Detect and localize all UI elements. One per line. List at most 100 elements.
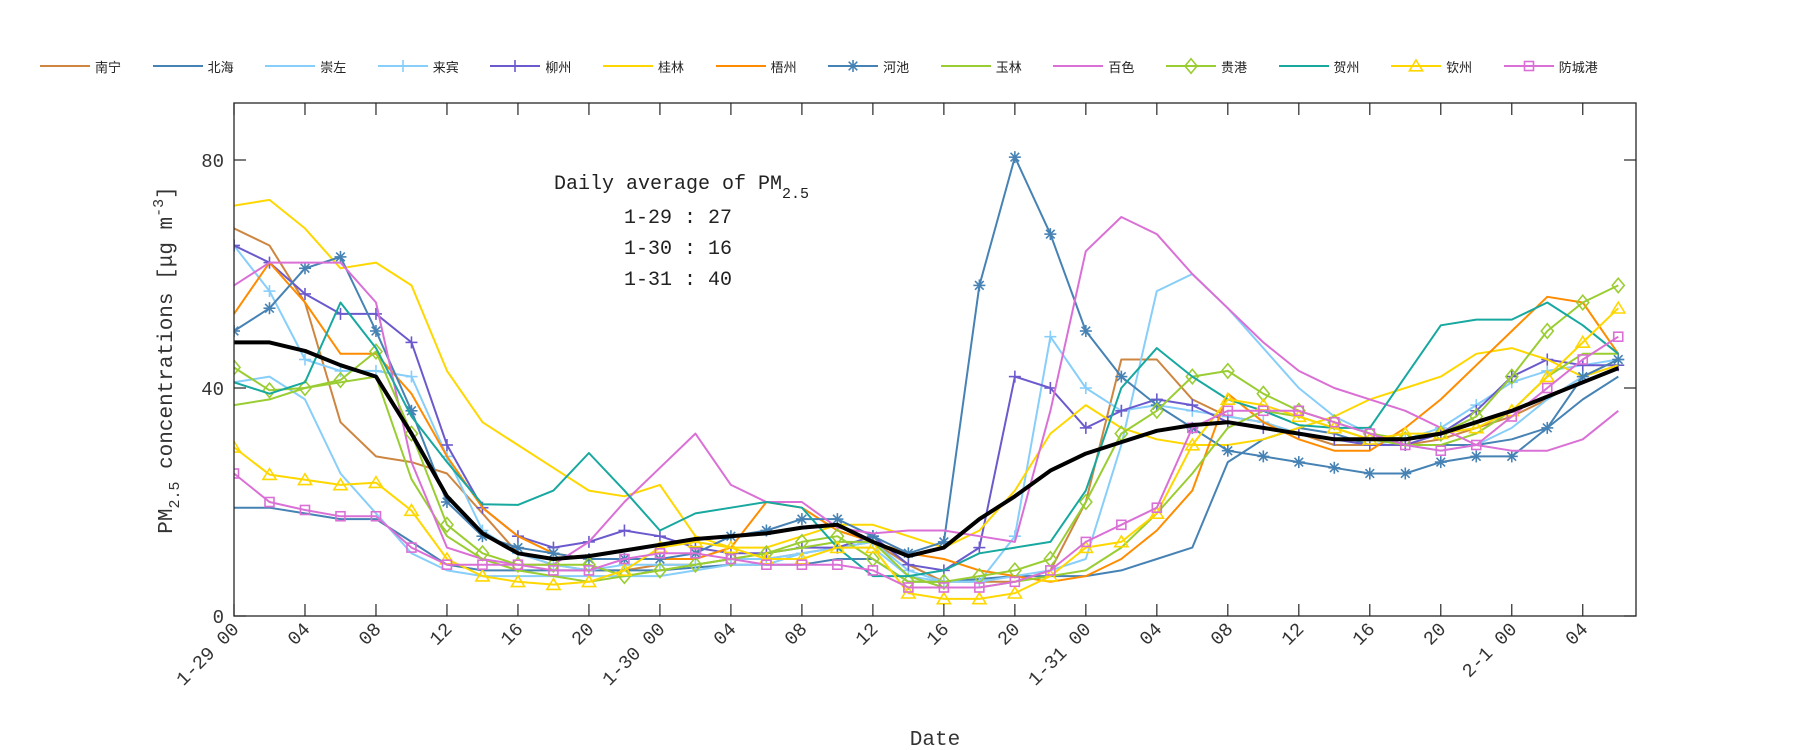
star-marker bbox=[1328, 461, 1341, 474]
square-marker bbox=[1045, 565, 1056, 576]
star-marker bbox=[847, 60, 860, 72]
x-tick-label: 1-29 00 bbox=[172, 619, 244, 691]
x-axis-label: Date bbox=[910, 729, 960, 750]
legend-item: 北海 bbox=[152, 56, 266, 76]
triangle-marker bbox=[864, 540, 881, 554]
square-marker bbox=[1116, 519, 1127, 531]
x-tick-label: 04 bbox=[1135, 619, 1167, 651]
diamond-marker bbox=[297, 379, 313, 397]
star-marker bbox=[1044, 228, 1057, 241]
star-marker bbox=[1505, 450, 1518, 463]
square-marker bbox=[441, 559, 453, 571]
square-marker bbox=[1435, 445, 1447, 457]
series-来宾 bbox=[234, 239, 1625, 588]
square-marker bbox=[619, 553, 630, 565]
star-marker bbox=[1079, 325, 1092, 337]
star-marker bbox=[1115, 370, 1128, 383]
x-tick-label: 20 bbox=[993, 619, 1025, 651]
x-tick-label: 08 bbox=[355, 619, 387, 651]
plus-marker bbox=[973, 541, 986, 554]
star-marker bbox=[1221, 444, 1234, 457]
star-marker bbox=[1292, 456, 1305, 469]
square-marker bbox=[725, 553, 737, 565]
triangle-marker bbox=[509, 574, 526, 588]
legend-item: 玉林 bbox=[940, 56, 1054, 76]
diamond-marker bbox=[1149, 402, 1164, 420]
star-marker bbox=[1470, 450, 1483, 463]
plus-marker bbox=[1576, 359, 1589, 372]
legend-label: 防城港 bbox=[1558, 60, 1598, 76]
plus-marker bbox=[1079, 421, 1092, 434]
x-tick-label: 08 bbox=[1206, 619, 1238, 651]
plus-marker bbox=[1044, 382, 1057, 394]
square-marker bbox=[974, 582, 985, 593]
x-tick-label: 20 bbox=[1419, 619, 1451, 651]
square-marker bbox=[1523, 60, 1535, 72]
x-tick-label: 12 bbox=[1277, 619, 1309, 651]
legend-swatch bbox=[602, 65, 653, 67]
x-tick-label: 16 bbox=[497, 619, 529, 651]
star-marker bbox=[973, 279, 986, 292]
average-line bbox=[234, 340, 1620, 561]
plus-marker bbox=[902, 558, 915, 571]
annotation-line: 1-31 : 40 bbox=[624, 269, 732, 292]
plus-marker bbox=[618, 524, 631, 537]
axes-box bbox=[233, 102, 1637, 617]
triangle-marker bbox=[1610, 300, 1627, 314]
triangle-marker bbox=[234, 439, 243, 453]
x-tick-label: 20 bbox=[567, 619, 599, 651]
triangle-marker bbox=[474, 568, 491, 582]
plus-marker bbox=[973, 575, 986, 588]
x-tick-label: 16 bbox=[922, 619, 954, 651]
series-百色 bbox=[234, 216, 1619, 566]
square-marker bbox=[406, 542, 417, 553]
square-marker bbox=[832, 559, 843, 571]
star-marker bbox=[1612, 353, 1625, 366]
plus-marker bbox=[509, 60, 522, 72]
series-line bbox=[234, 244, 1619, 572]
triangle-marker bbox=[722, 540, 739, 554]
legend-label: 贺州 bbox=[1333, 60, 1360, 76]
diamond-marker bbox=[1540, 322, 1555, 340]
legend-swatch bbox=[1053, 65, 1104, 67]
legend-item: 河池 bbox=[828, 56, 941, 76]
triangle-marker bbox=[545, 577, 562, 591]
diamond-marker bbox=[1256, 385, 1271, 403]
triangle-marker bbox=[1113, 534, 1130, 548]
square-marker bbox=[1612, 331, 1624, 343]
legend-item: 钦州 bbox=[1391, 56, 1504, 76]
triangle-marker bbox=[1539, 369, 1556, 383]
plus-marker bbox=[369, 307, 382, 320]
legend-swatch bbox=[1278, 65, 1329, 67]
square-marker bbox=[1577, 354, 1589, 365]
series-line bbox=[234, 198, 1619, 549]
square-marker bbox=[1470, 439, 1482, 451]
plus-marker bbox=[405, 370, 418, 383]
x-tick-label: 2-1 00 bbox=[1458, 619, 1522, 683]
legend-item: 柳州 bbox=[490, 56, 603, 76]
diamond-marker bbox=[617, 567, 632, 585]
legend-label: 河池 bbox=[883, 60, 910, 76]
x-tick-label: 08 bbox=[780, 619, 812, 651]
legend-item: 梧州 bbox=[715, 56, 829, 76]
x-tick-label: 12 bbox=[426, 619, 458, 651]
annotation-line: 1-30 : 16 bbox=[624, 238, 732, 261]
square-marker bbox=[1258, 405, 1269, 417]
plus-marker bbox=[298, 287, 311, 300]
legend-label: 南宁 bbox=[95, 60, 122, 76]
diamond-marker bbox=[688, 556, 703, 574]
plus-marker bbox=[724, 547, 737, 560]
square-marker bbox=[299, 504, 311, 516]
series-line bbox=[234, 301, 1619, 578]
star-marker bbox=[1257, 450, 1270, 463]
triangle-marker bbox=[971, 591, 988, 605]
plus-marker bbox=[298, 353, 311, 366]
legend-item: 崇左 bbox=[265, 56, 378, 76]
series-line bbox=[234, 216, 1619, 566]
square-marker bbox=[1293, 405, 1305, 417]
legend-item: 防城港 bbox=[1503, 56, 1617, 76]
legend-swatch bbox=[152, 65, 203, 67]
series-line bbox=[234, 307, 1619, 600]
annotation-line: 1-29 : 27 bbox=[624, 207, 732, 230]
annotation-title: Daily average of PM2.5 bbox=[554, 173, 809, 203]
